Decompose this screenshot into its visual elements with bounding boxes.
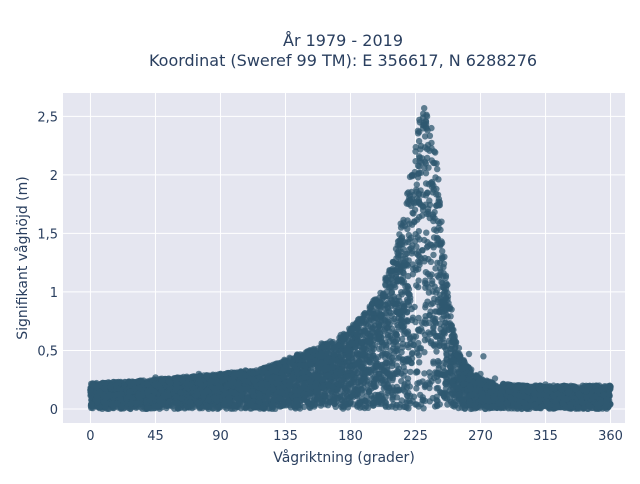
- cloud-point: [419, 247, 425, 253]
- cloud-point: [426, 289, 432, 295]
- cloud-point: [394, 368, 400, 374]
- chart-title-line1: År 1979 - 2019: [283, 31, 403, 50]
- cloud-point: [407, 369, 413, 375]
- cloud-point: [431, 209, 437, 215]
- cloud-point: [432, 265, 438, 271]
- cloud-point: [434, 260, 440, 266]
- cloud-point: [400, 372, 406, 378]
- cloud-point: [439, 248, 445, 254]
- cloud-point: [427, 133, 433, 139]
- cloud-point: [423, 230, 429, 236]
- cloud-point: [402, 388, 408, 394]
- cloud-point: [430, 252, 436, 258]
- cloud-point: [428, 259, 434, 265]
- cloud-point: [440, 264, 446, 270]
- cloud-point: [423, 320, 429, 326]
- cloud-point: [426, 369, 432, 375]
- cloud-point: [416, 200, 422, 206]
- chart-title-line2: Koordinat (Sweref 99 TM): E 356617, N 62…: [149, 51, 537, 70]
- cloud-point: [422, 280, 428, 286]
- cloud-point: [383, 400, 389, 406]
- cloud-point: [416, 359, 422, 365]
- cloud-point: [415, 277, 421, 283]
- cloud-point: [434, 287, 440, 293]
- cloud-point: [448, 364, 454, 370]
- cloud-point: [435, 358, 441, 364]
- cloud-point: [443, 381, 449, 387]
- cloud-point: [415, 284, 421, 290]
- cloud-point: [348, 380, 354, 386]
- cloud-point: [423, 269, 429, 275]
- cloud-point: [433, 160, 439, 166]
- cloud-point: [428, 180, 434, 186]
- cloud-point: [407, 393, 413, 399]
- cloud-point: [428, 271, 434, 277]
- cloud-point: [389, 377, 395, 383]
